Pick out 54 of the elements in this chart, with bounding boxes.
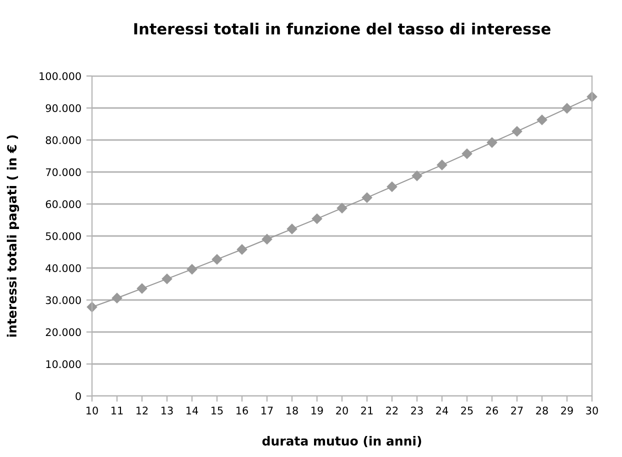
x-tick-label: 10 xyxy=(86,406,98,414)
point xyxy=(436,160,448,170)
y-tick-label: 50.000 xyxy=(46,232,81,240)
point xyxy=(562,103,572,114)
x-tick-label: 20 xyxy=(336,406,348,414)
point xyxy=(162,274,172,284)
point xyxy=(136,283,148,294)
y-tick-label: 40.000 xyxy=(46,264,81,272)
x-tick-label: 19 xyxy=(312,406,323,414)
x-tick-label: 14 xyxy=(186,406,198,414)
x-tick-label: 24 xyxy=(436,406,448,414)
point xyxy=(212,254,222,264)
point xyxy=(336,203,348,214)
point xyxy=(286,224,298,234)
y-tick-label: 70.000 xyxy=(46,168,81,176)
x-tick-label: 13 xyxy=(162,406,173,414)
point xyxy=(386,182,398,192)
y-tick-label: 0 xyxy=(76,392,81,400)
x-tick-label: 30 xyxy=(586,406,598,414)
y-tick-label: 60.000 xyxy=(46,200,81,208)
point xyxy=(462,148,472,159)
y-tick-label: 20.000 xyxy=(46,328,81,336)
x-tick-label: 11 xyxy=(112,406,123,414)
x-tick-label: 21 xyxy=(361,406,373,414)
x-tick-label: 25 xyxy=(461,406,473,414)
point xyxy=(112,292,122,304)
chart-title: Interessi totali in funzione del tasso di interesse xyxy=(134,22,550,35)
x-tick-label: 27 xyxy=(511,406,523,414)
x-tick-label: 22 xyxy=(386,406,398,414)
x-tick-label: 26 xyxy=(486,406,498,414)
point xyxy=(512,126,522,136)
x-tick-label: 17 xyxy=(262,406,273,414)
y-tick-label: 10.000 xyxy=(46,360,81,368)
x-tick-label: 28 xyxy=(536,406,548,414)
x-tick-label: 18 xyxy=(286,406,298,414)
point xyxy=(312,214,322,224)
point xyxy=(536,114,548,125)
point xyxy=(236,244,248,255)
y-tick-label: 30.000 xyxy=(46,296,81,304)
point xyxy=(186,264,198,274)
y-tick-label: 90.000 xyxy=(46,104,81,112)
point xyxy=(486,137,498,148)
point xyxy=(362,192,372,203)
point xyxy=(412,170,422,181)
y-tick-label: 100.000 xyxy=(40,72,81,80)
x-tick-label: 16 xyxy=(236,406,248,414)
x-axis-title: durata mutuo (in anni) xyxy=(262,436,422,448)
x-tick-label: 23 xyxy=(411,406,423,414)
y-axis-title: interessi totali pagati ( in € ) xyxy=(6,135,20,337)
y-tick-label: 80.000 xyxy=(46,136,81,144)
point xyxy=(262,234,272,244)
x-tick-label: 29 xyxy=(561,406,573,414)
x-tick-label: 15 xyxy=(212,406,223,414)
x-tick-label: 12 xyxy=(136,406,148,414)
